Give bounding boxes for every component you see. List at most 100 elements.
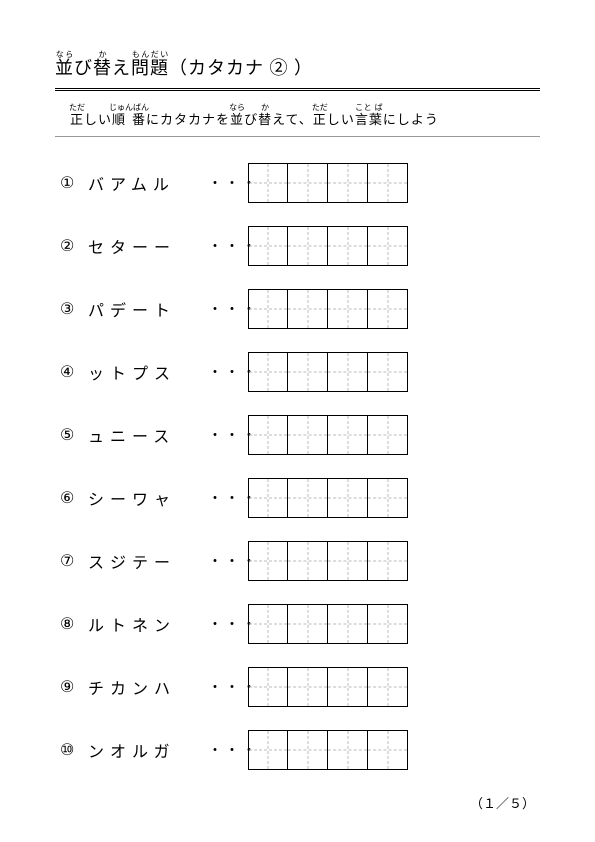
ellipsis: ・・・ bbox=[208, 614, 248, 634]
answer-cell[interactable] bbox=[248, 478, 288, 518]
question-row: ⑧ルトネン・・・ bbox=[60, 604, 540, 644]
question-row: ③パデート・・・ bbox=[60, 289, 540, 329]
answer-cell[interactable] bbox=[368, 604, 408, 644]
answer-cell[interactable] bbox=[368, 226, 408, 266]
question-row: ②セターー・・・ bbox=[60, 226, 540, 266]
answer-cell[interactable] bbox=[368, 352, 408, 392]
page-number: （１／５） bbox=[470, 793, 535, 812]
question-number: ① bbox=[60, 173, 88, 193]
question-row: ④ットプス・・・ bbox=[60, 352, 540, 392]
answer-cell[interactable] bbox=[288, 604, 328, 644]
answer-grid bbox=[248, 730, 408, 770]
question-row: ⑤ュニース・・・ bbox=[60, 415, 540, 455]
scrambled-text: ンオルガ bbox=[88, 738, 208, 762]
answer-grid bbox=[248, 163, 408, 203]
answer-cell[interactable] bbox=[368, 667, 408, 707]
question-row: ⑨チカンハ・・・ bbox=[60, 667, 540, 707]
answer-cell[interactable] bbox=[248, 604, 288, 644]
answer-cell[interactable] bbox=[288, 289, 328, 329]
answer-grid bbox=[248, 352, 408, 392]
scrambled-text: セターー bbox=[88, 234, 208, 258]
ellipsis: ・・・ bbox=[208, 362, 248, 382]
ellipsis: ・・・ bbox=[208, 299, 248, 319]
t-rt: もんだい bbox=[131, 50, 169, 59]
scrambled-text: ルトネン bbox=[88, 612, 208, 636]
t-char: 替 bbox=[93, 58, 112, 78]
ellipsis: ・・・ bbox=[208, 677, 248, 697]
title-double-rule bbox=[55, 88, 540, 91]
answer-grid bbox=[248, 667, 408, 707]
question-row: ①バアムル・・・ bbox=[60, 163, 540, 203]
question-number: ⑦ bbox=[60, 551, 88, 571]
answer-cell[interactable] bbox=[288, 352, 328, 392]
t-char: え bbox=[112, 58, 131, 78]
question-number: ⑩ bbox=[60, 740, 88, 760]
question-number: ⑧ bbox=[60, 614, 88, 634]
answer-cell[interactable] bbox=[248, 163, 288, 203]
answer-cell[interactable] bbox=[368, 289, 408, 329]
ellipsis: ・・・ bbox=[208, 173, 248, 193]
answer-cell[interactable] bbox=[248, 289, 288, 329]
answer-cell[interactable] bbox=[368, 478, 408, 518]
answer-cell[interactable] bbox=[248, 541, 288, 581]
t-char: 問題 bbox=[131, 58, 169, 78]
question-number: ② bbox=[60, 236, 88, 256]
scrambled-text: スジテー bbox=[88, 549, 208, 573]
answer-grid bbox=[248, 226, 408, 266]
t-rt: なら bbox=[55, 50, 74, 59]
question-number: ④ bbox=[60, 362, 88, 382]
question-number: ③ bbox=[60, 299, 88, 319]
scrambled-text: パデート bbox=[88, 297, 208, 321]
answer-cell[interactable] bbox=[288, 730, 328, 770]
scrambled-text: シーワャ bbox=[88, 486, 208, 510]
ellipsis: ・・・ bbox=[208, 488, 248, 508]
answer-cell[interactable] bbox=[288, 478, 328, 518]
question-row: ⑩ンオルガ・・・ bbox=[60, 730, 540, 770]
scrambled-text: ットプス bbox=[88, 360, 208, 384]
scrambled-text: ュニース bbox=[88, 423, 208, 447]
answer-cell[interactable] bbox=[368, 415, 408, 455]
ellipsis: ・・・ bbox=[208, 740, 248, 760]
ellipsis: ・・・ bbox=[208, 551, 248, 571]
answer-cell[interactable] bbox=[248, 226, 288, 266]
answer-cell[interactable] bbox=[328, 289, 368, 329]
scrambled-text: チカンハ bbox=[88, 675, 208, 699]
answer-cell[interactable] bbox=[368, 730, 408, 770]
question-row: ⑥シーワャ・・・ bbox=[60, 478, 540, 518]
t-rt: か bbox=[93, 50, 112, 59]
answer-cell[interactable] bbox=[328, 478, 368, 518]
answer-grid bbox=[248, 541, 408, 581]
instruction-text: 正ただしい順番じゅんばんにカタカナを並ならび替かえて、正ただしい言葉こと ばにし… bbox=[55, 103, 540, 128]
instruction-rule bbox=[55, 136, 540, 137]
question-number: ⑤ bbox=[60, 425, 88, 445]
answer-grid bbox=[248, 604, 408, 644]
t-char: （カタカナ ② ） bbox=[169, 58, 313, 78]
answer-cell[interactable] bbox=[328, 352, 368, 392]
ellipsis: ・・・ bbox=[208, 425, 248, 445]
answer-cell[interactable] bbox=[288, 541, 328, 581]
answer-cell[interactable] bbox=[328, 541, 368, 581]
answer-cell[interactable] bbox=[328, 163, 368, 203]
answer-cell[interactable] bbox=[248, 730, 288, 770]
answer-cell[interactable] bbox=[248, 667, 288, 707]
question-row: ⑦スジテー・・・ bbox=[60, 541, 540, 581]
answer-cell[interactable] bbox=[248, 352, 288, 392]
answer-cell[interactable] bbox=[328, 730, 368, 770]
answer-cell[interactable] bbox=[248, 415, 288, 455]
ellipsis: ・・・ bbox=[208, 236, 248, 256]
answer-cell[interactable] bbox=[288, 226, 328, 266]
answer-grid bbox=[248, 289, 408, 329]
answer-cell[interactable] bbox=[288, 163, 328, 203]
answer-cell[interactable] bbox=[368, 541, 408, 581]
answer-cell[interactable] bbox=[368, 163, 408, 203]
t-char: 並 bbox=[55, 58, 74, 78]
answer-cell[interactable] bbox=[328, 415, 368, 455]
question-number: ⑨ bbox=[60, 677, 88, 697]
answer-cell[interactable] bbox=[288, 667, 328, 707]
question-number: ⑥ bbox=[60, 488, 88, 508]
t-char: び bbox=[74, 58, 93, 78]
answer-cell[interactable] bbox=[288, 415, 328, 455]
answer-cell[interactable] bbox=[328, 226, 368, 266]
answer-cell[interactable] bbox=[328, 667, 368, 707]
answer-cell[interactable] bbox=[328, 604, 368, 644]
